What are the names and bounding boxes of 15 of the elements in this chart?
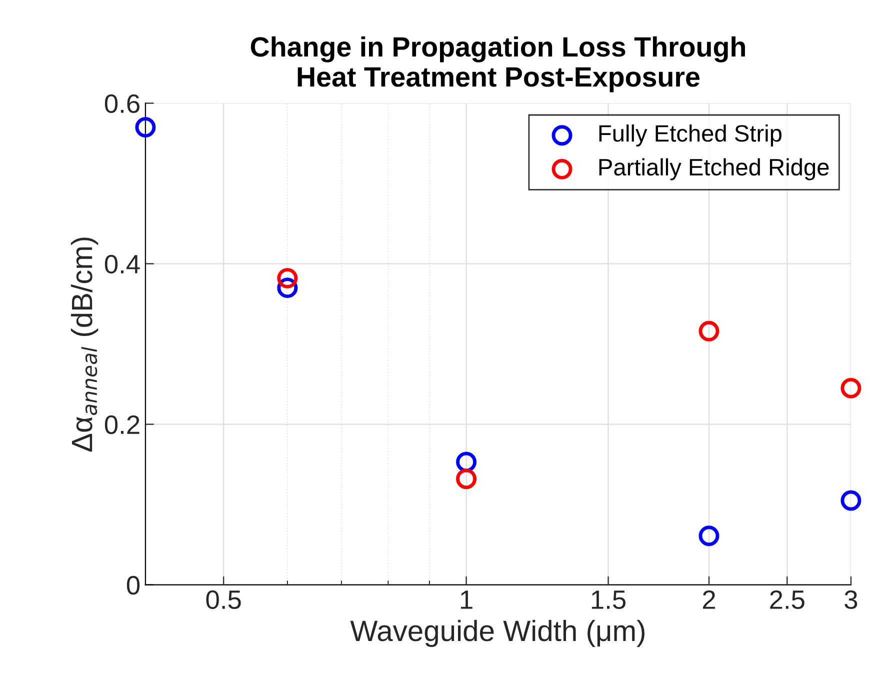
x-axis-title: Waveguide Width (μm) — [350, 620, 644, 648]
y-tick-label: 0 — [126, 576, 140, 595]
legend-label: Partially Etched Ridge — [599, 158, 829, 180]
y-tick-label: 0.6 — [104, 94, 140, 114]
y-tick-label: 0.4 — [104, 254, 140, 274]
x-tick-label: 3 — [844, 590, 858, 610]
chart-title: Change in Propagation Loss Through Heat Treatment Post-Exposure — [250, 36, 745, 92]
legend-label: Fully Etched Strip — [599, 124, 782, 146]
x-tick-label: 1.5 — [592, 590, 626, 610]
x-tick-label: 1 — [460, 590, 472, 609]
y-axis-title: Δα$_{anneal}$ (dB/cm) — [70, 238, 98, 452]
x-tick-label: 2 — [702, 590, 716, 609]
x-tick-label: 0.5 — [206, 590, 241, 610]
x-tick-label: 2.5 — [770, 590, 804, 610]
y-tick-label: 0.2 — [104, 415, 140, 434]
